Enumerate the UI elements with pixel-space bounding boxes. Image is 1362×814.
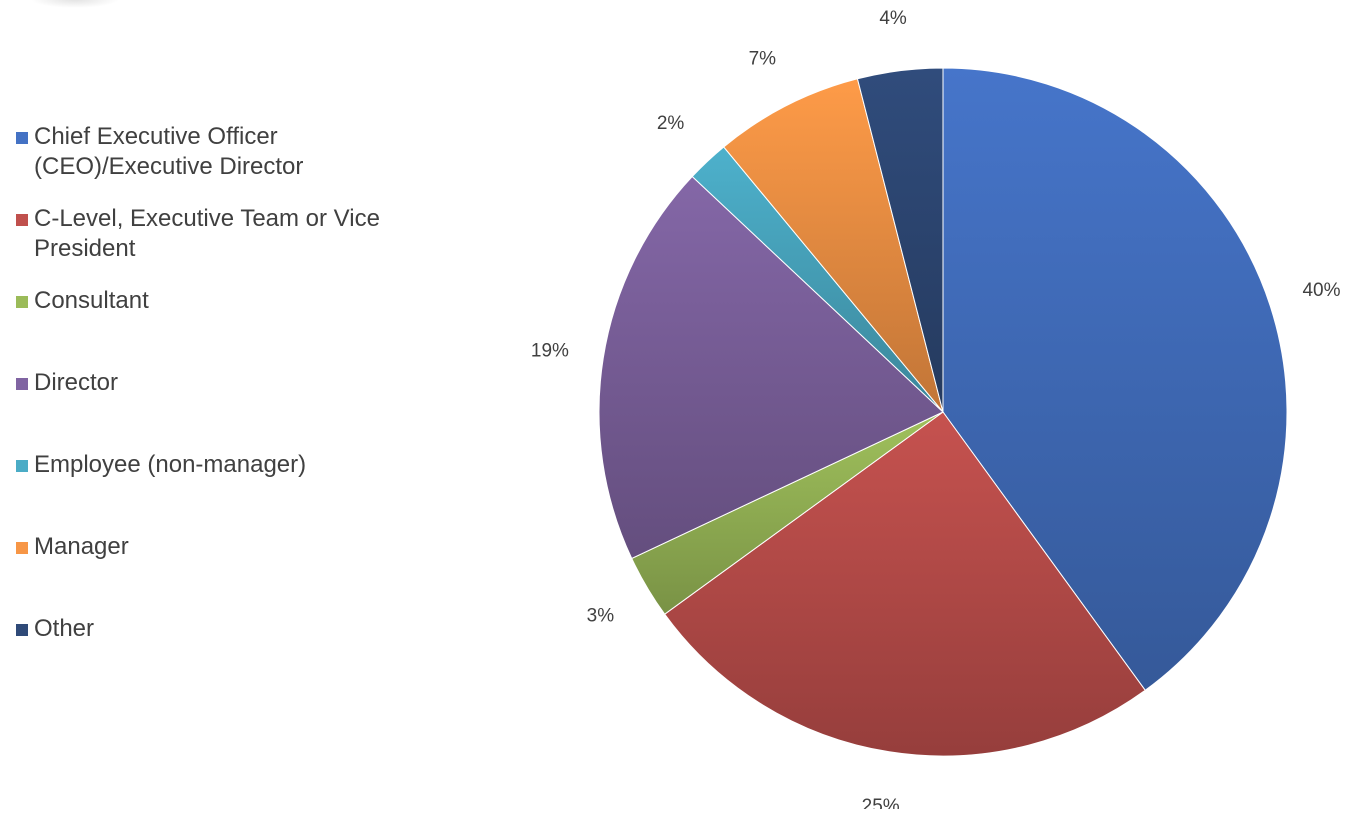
- pie-slice-chief-executive-officer-ceo-executive-director: [942, 67, 1288, 691]
- legend-label-c-level: C-Level, Executive Team or Vice Presiden…: [34, 205, 380, 262]
- pie-slice-other: [856, 67, 944, 413]
- legend-swatch-manager: [16, 542, 28, 554]
- legend-swatch-c-level: [16, 214, 28, 226]
- data-label-c-level-executive-team-or-vice-president: 25%: [862, 796, 900, 809]
- legend-item-director: Director: [14, 368, 434, 398]
- legend-label-ceo: Chief Executive Officer (CEO)/Executive …: [34, 123, 304, 180]
- legend-item-employee: Employee (non-manager): [14, 450, 434, 480]
- legend-label-director: Director: [34, 369, 119, 396]
- legend-item-manager: Manager: [14, 532, 434, 562]
- data-label-other: 4%: [879, 8, 907, 29]
- legend-swatch-employee: [16, 460, 28, 472]
- legend-swatch-ceo: [16, 132, 28, 144]
- pie-slice-manager: [723, 78, 944, 413]
- legend-label-consultant: Consultant: [34, 287, 149, 314]
- data-label-manager: 7%: [749, 48, 777, 69]
- legend-item-consultant: Consultant: [14, 286, 434, 316]
- legend-label-employee: Employee (non-manager): [34, 451, 307, 478]
- legend-swatch-other: [16, 624, 28, 636]
- pie-slice-c-level-executive-team-or-vice-president: [664, 411, 1146, 757]
- legend-label-other: Other: [34, 615, 95, 642]
- data-label-consultant: 3%: [587, 606, 615, 627]
- data-label-employee-non-manager: 2%: [657, 113, 685, 134]
- top-decorative-smudge: [30, 0, 120, 8]
- legend-swatch-consultant: [16, 296, 28, 308]
- legend-label-manager: Manager: [34, 533, 129, 560]
- legend-swatch-director: [16, 378, 28, 390]
- data-label-director: 19%: [531, 341, 569, 362]
- legend-item-ceo: Chief Executive Officer (CEO)/Executive …: [14, 122, 434, 182]
- legend-item-c-level: C-Level, Executive Team or Vice Presiden…: [14, 204, 434, 264]
- legend-item-other: Other: [14, 614, 434, 644]
- data-label-chief-executive-officer-ceo-executive-director: 40%: [1302, 280, 1340, 301]
- pie-slice-director: [598, 175, 944, 560]
- chart-legend: Chief Executive Officer (CEO)/Executive …: [14, 122, 434, 644]
